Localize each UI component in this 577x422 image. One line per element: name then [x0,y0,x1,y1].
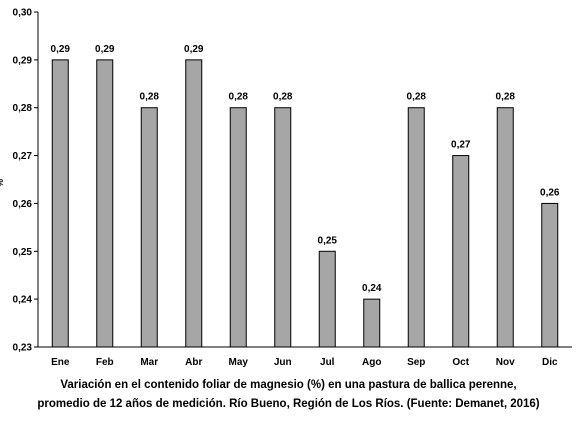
bar [363,298,381,348]
bar-value-label: 0,24 [362,283,382,294]
bar-value-label: 0,28 [407,92,427,103]
bars [51,59,559,348]
bar [185,59,203,348]
bar-value-label: 0,29 [95,44,115,55]
caption-line-2: promedio de 12 años de medición. Río Bue… [37,398,540,410]
x-tick-label: Sep [407,357,425,368]
y-tick-label: 0,25 [13,247,33,258]
x-tick-label: May [229,357,249,368]
bar-value-label: 0,28 [273,92,293,103]
bar-chart: 0,23 0,24 0,25 0,26 0,27 0,28 0,29 0,30 Ene Feb M… [0,8,572,368]
x-tick-label: Mar [140,357,158,368]
bar [51,59,69,348]
x-tick-label: Jun [274,357,292,368]
bar-value-label: 0,29 [184,44,204,55]
bar-value-label: 0,26 [540,187,560,198]
x-tick-label: Nov [496,357,515,368]
bar [229,107,247,348]
y-tick-label: 0,23 [13,343,33,354]
bar-value-label: 0,25 [318,235,338,246]
y-tick-label: 0,29 [13,55,33,66]
bar-value-label: 0,28 [140,92,160,103]
x-tick-label: Abr [185,357,202,368]
bar-value-label: 0,27 [451,140,471,151]
value-labels: 0,29 0,29 0,28 0,29 0,28 0,28 0,25 0,24 0,28 0,27… [51,44,560,294]
y-tick-label: 0,24 [13,295,33,306]
bar-value-label: 0,28 [229,92,249,103]
x-tick-label: Jul [320,357,335,368]
y-axis-title: % [0,179,5,187]
bar [140,107,158,348]
x-tick-label: Ene [51,357,70,368]
bar [452,155,470,348]
bar [274,107,292,348]
bar-value-label: 0,29 [51,44,71,55]
x-tick-label: Feb [96,357,114,368]
bar [318,250,336,348]
x-axis: Ene Feb Mar Abr May Jun Jul Ago Sep Oct Nov Dic [38,346,572,368]
x-tick-label: Oct [452,357,469,368]
bar [496,107,514,348]
bar-value-label: 0,28 [496,92,516,103]
y-tick-label: 0,27 [13,151,33,162]
y-tick-label: 0,30 [13,8,33,19]
bar [407,107,425,348]
bar [541,202,559,348]
y-axis: 0,23 0,24 0,25 0,26 0,27 0,28 0,29 0,30 [13,8,39,354]
caption-line-1: Variación en el contenido foliar de magn… [60,379,517,391]
bar [96,59,114,348]
x-tick-label: Ago [362,357,381,368]
y-tick-label: 0,26 [13,199,33,210]
x-tick-label: Dic [542,357,558,368]
y-tick-label: 0,28 [13,103,33,114]
